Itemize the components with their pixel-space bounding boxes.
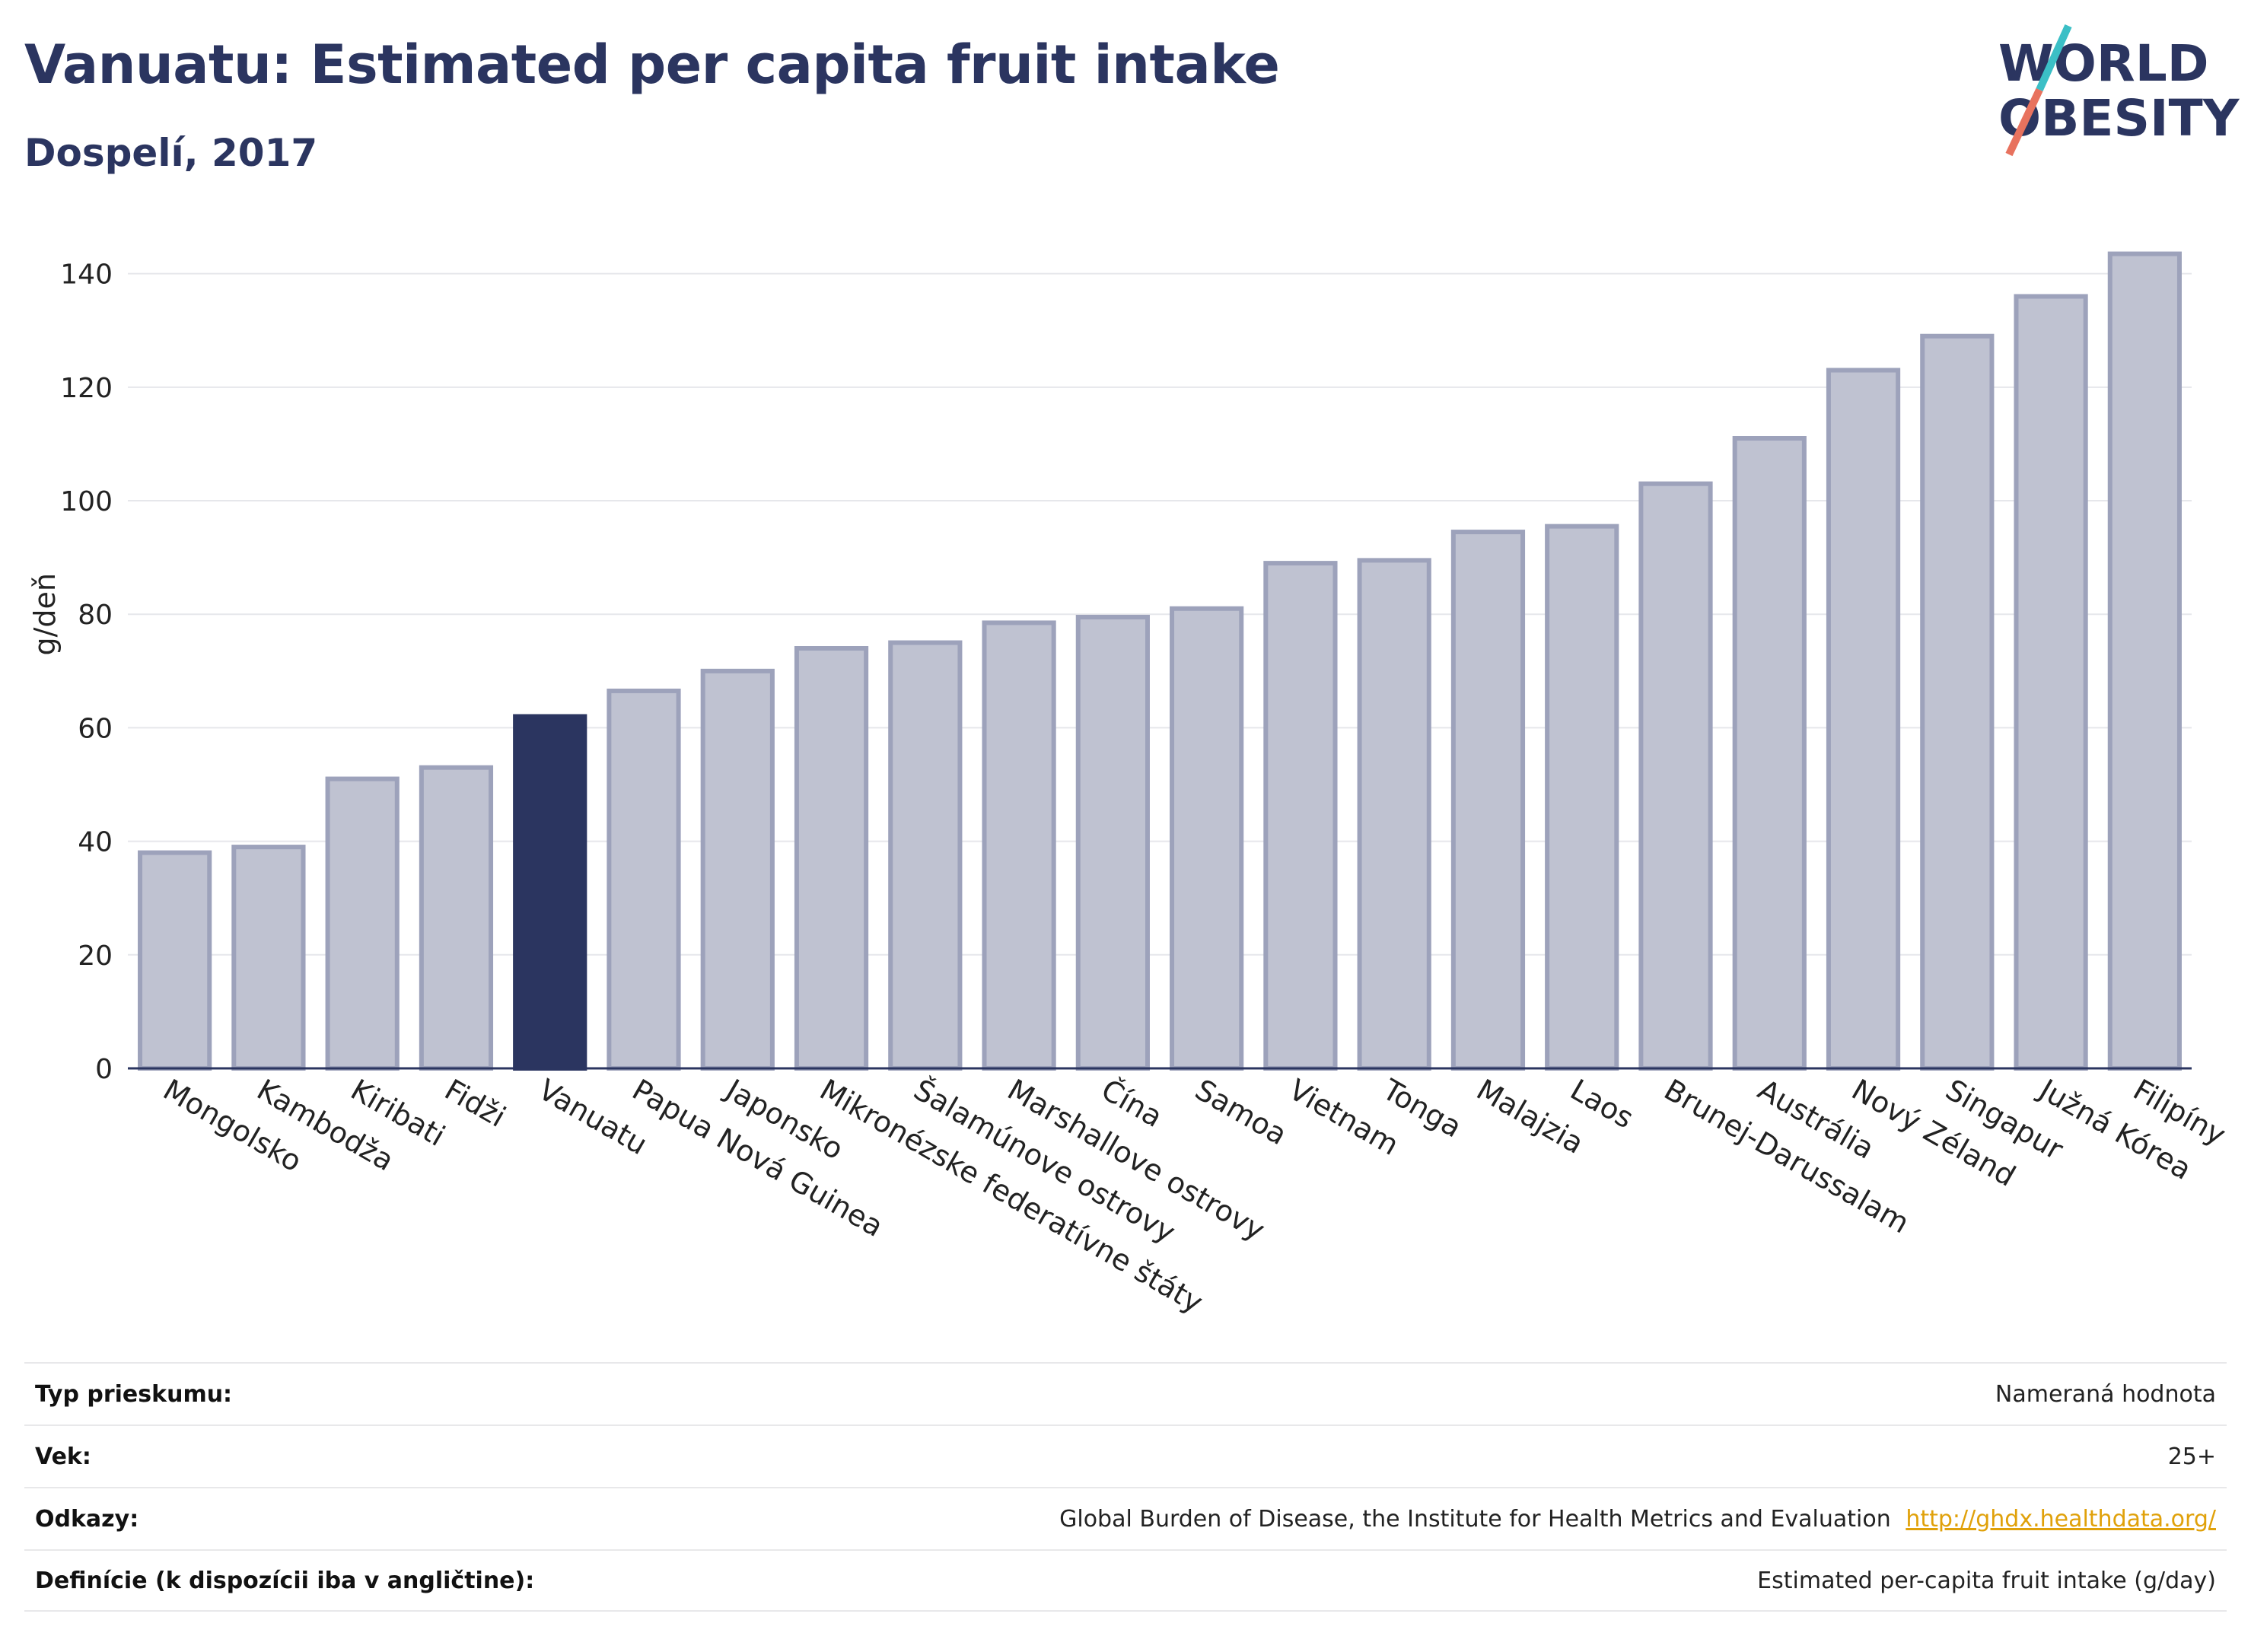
bar [1357, 558, 1431, 1071]
info-key: Typ prieskumu: [35, 1380, 233, 1408]
info-key: Vek: [35, 1443, 91, 1470]
y-axis-label: g/deň [28, 573, 62, 656]
y-tick-label: 0 [95, 1054, 113, 1085]
y-tick-label: 40 [78, 827, 113, 858]
bar [2014, 294, 2088, 1071]
logo-text-world: WORLD [1998, 34, 2209, 93]
bar [1638, 481, 1713, 1071]
bar [1920, 333, 1995, 1071]
info-row-definitions: Definície (k dispozícii iba v angličtine… [24, 1549, 2227, 1612]
reference-link[interactable]: http://ghdx.healthdata.org/ [1906, 1505, 2216, 1533]
info-key: Odkazy: [35, 1505, 139, 1533]
bar-chart: 020406080100120140g/deňMongolskoKambodža… [28, 251, 2231, 1319]
y-tick-label: 20 [78, 941, 113, 972]
y-tick-label: 60 [78, 713, 113, 744]
bar [231, 845, 306, 1071]
y-tick-label: 140 [60, 259, 113, 291]
bar [138, 850, 212, 1071]
logo-slash-teal [2036, 24, 2072, 92]
world-obesity-logo: WORLD OBESITY [1998, 24, 2240, 157]
bar [1170, 606, 1244, 1071]
info-value: Nameraná hodnota [1995, 1380, 2216, 1408]
x-tick-label: Malajzia [1471, 1073, 1590, 1160]
info-row-survey-type: Typ prieskumu: Nameraná hodnota [24, 1362, 2227, 1424]
bar [607, 688, 681, 1071]
x-tick-label: Samoa [1189, 1073, 1292, 1152]
bar [794, 646, 869, 1071]
bar [1826, 368, 1901, 1071]
page-subtitle: Dospelí, 2017 [24, 131, 318, 175]
info-row-references: Odkazy: Global Burden of Disease, the In… [24, 1487, 2227, 1549]
bar [1732, 436, 1807, 1071]
bar [513, 714, 587, 1071]
info-value: Estimated per-capita fruit intake (g/day… [1757, 1567, 2216, 1594]
info-value: 25+ [2167, 1443, 2216, 1470]
logo-slash-coral [2005, 88, 2043, 157]
bar [1450, 530, 1526, 1071]
y-tick-label: 80 [78, 600, 113, 631]
bar [1545, 524, 1619, 1071]
bar [700, 668, 775, 1071]
y-tick-label: 120 [60, 373, 113, 404]
bar [419, 765, 494, 1071]
info-table: Typ prieskumu: Nameraná hodnota Vek: 25+… [24, 1362, 2227, 1612]
bar [888, 640, 963, 1071]
info-value-group: Global Burden of Disease, the Institute … [1059, 1506, 2216, 1533]
info-key: Definície (k dispozícii iba v angličtine… [35, 1567, 535, 1594]
info-row-age: Vek: 25+ [24, 1424, 2227, 1487]
info-value: Global Burden of Disease, the Institute … [1059, 1505, 1891, 1533]
bar [2107, 251, 2182, 1071]
bar [1075, 614, 1150, 1071]
bar [1263, 561, 1338, 1071]
y-tick-label: 100 [60, 486, 113, 517]
bar [982, 620, 1056, 1071]
page-title: Vanuatu: Estimated per capita fruit inta… [24, 33, 1280, 96]
bar [325, 776, 400, 1071]
